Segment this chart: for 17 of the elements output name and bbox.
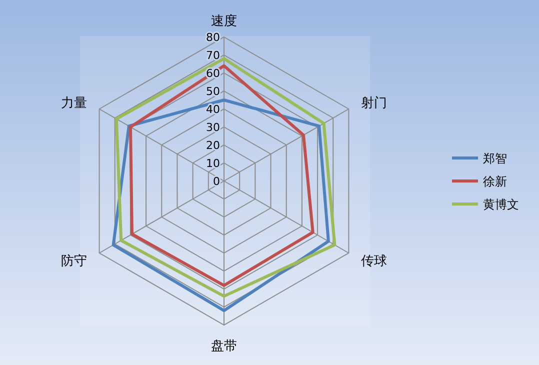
spoke-label: 速度 — [211, 13, 237, 29]
spoke-label: 力量 — [61, 96, 88, 111]
legend-label: 黄博文 — [483, 198, 519, 212]
y-tick-label: 20 — [206, 139, 220, 152]
y-tick-label: 30 — [206, 121, 220, 134]
spoke-label: 射门 — [360, 95, 387, 111]
legend-label: 郑智 — [483, 152, 507, 166]
y-tick-label: 80 — [206, 31, 220, 44]
spoke-label: 传球 — [360, 254, 387, 269]
spoke-label: 盘带 — [211, 339, 237, 354]
legend-label: 徐新 — [483, 174, 507, 188]
y-tick-label: 10 — [206, 157, 220, 170]
y-tick-label: 70 — [206, 49, 220, 62]
y-tick-label: 40 — [206, 103, 220, 116]
y-tick-label: 50 — [206, 85, 220, 98]
spoke-label: 防守 — [61, 254, 88, 269]
y-tick-label: 0 — [213, 175, 220, 188]
